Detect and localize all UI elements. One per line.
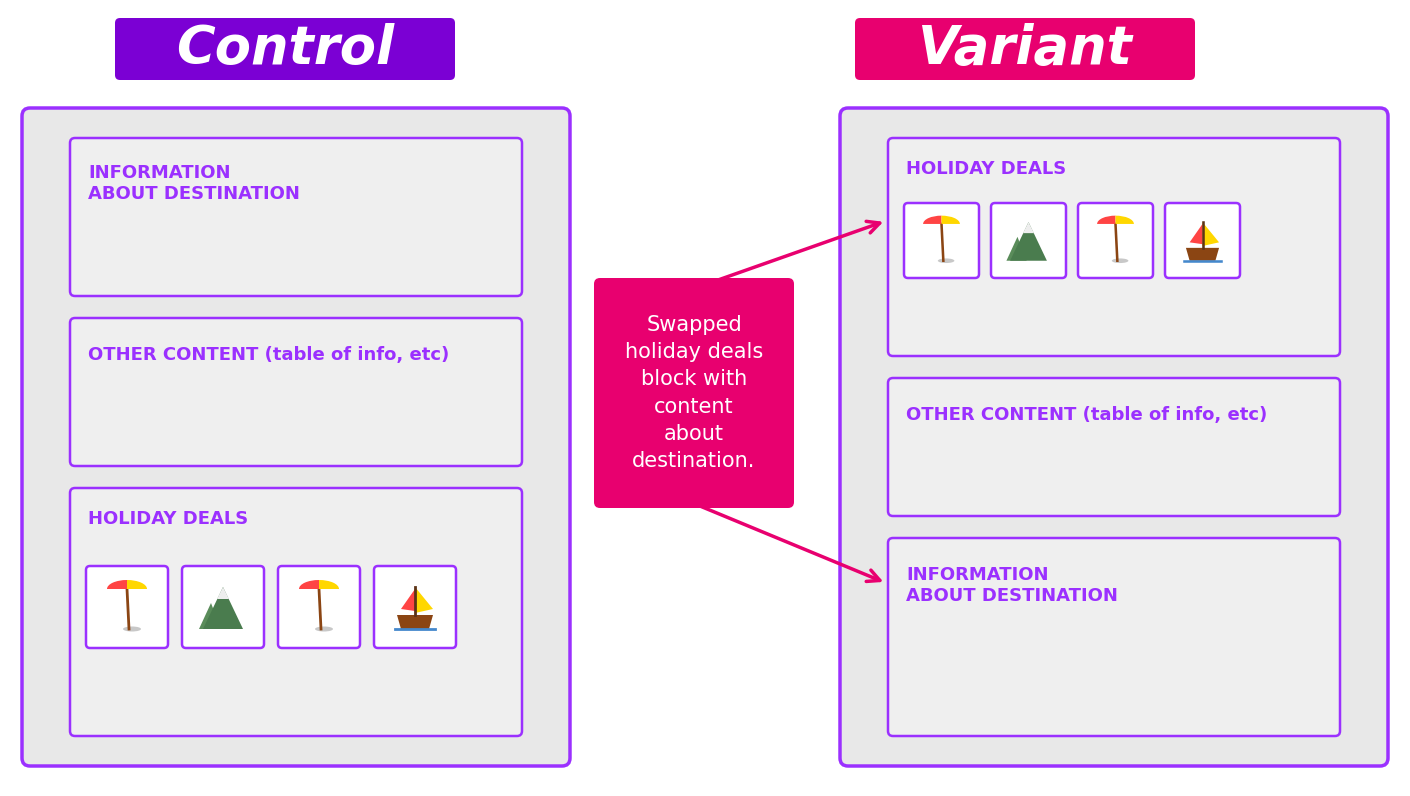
Polygon shape (415, 587, 433, 613)
FancyBboxPatch shape (70, 138, 522, 296)
FancyBboxPatch shape (904, 203, 979, 278)
Text: HOLIDAY DEALS: HOLIDAY DEALS (87, 510, 248, 528)
FancyBboxPatch shape (888, 138, 1340, 356)
FancyBboxPatch shape (594, 278, 794, 508)
Wedge shape (299, 580, 319, 589)
Polygon shape (1024, 222, 1034, 233)
FancyBboxPatch shape (1165, 203, 1239, 278)
FancyBboxPatch shape (116, 18, 455, 80)
Wedge shape (1097, 216, 1115, 224)
FancyBboxPatch shape (1079, 203, 1153, 278)
Wedge shape (924, 216, 942, 224)
Polygon shape (1007, 237, 1026, 261)
Polygon shape (1203, 222, 1220, 246)
FancyBboxPatch shape (70, 318, 522, 466)
Polygon shape (199, 603, 221, 629)
Ellipse shape (123, 626, 141, 631)
FancyBboxPatch shape (888, 378, 1340, 516)
Wedge shape (1115, 216, 1134, 224)
Ellipse shape (1112, 259, 1128, 263)
FancyBboxPatch shape (840, 108, 1387, 766)
FancyBboxPatch shape (278, 566, 360, 648)
FancyBboxPatch shape (888, 538, 1340, 736)
Polygon shape (400, 589, 415, 611)
FancyBboxPatch shape (991, 203, 1066, 278)
Wedge shape (942, 216, 960, 224)
FancyBboxPatch shape (374, 566, 455, 648)
FancyBboxPatch shape (70, 488, 522, 736)
Text: Control: Control (176, 23, 393, 75)
Ellipse shape (314, 626, 333, 631)
Text: OTHER CONTENT (table of info, etc): OTHER CONTENT (table of info, etc) (907, 406, 1268, 424)
Text: HOLIDAY DEALS: HOLIDAY DEALS (907, 160, 1066, 178)
Polygon shape (1186, 248, 1220, 261)
Polygon shape (398, 615, 433, 629)
FancyBboxPatch shape (854, 18, 1196, 80)
Polygon shape (217, 587, 228, 599)
Wedge shape (319, 580, 338, 589)
Text: Variant: Variant (918, 23, 1132, 75)
Ellipse shape (938, 259, 955, 263)
Text: OTHER CONTENT (table of info, etc): OTHER CONTENT (table of info, etc) (87, 346, 450, 364)
FancyBboxPatch shape (182, 566, 264, 648)
Wedge shape (127, 580, 147, 589)
Polygon shape (203, 587, 243, 629)
Text: Swapped
holiday deals
block with
content
about
destination.: Swapped holiday deals block with content… (625, 315, 763, 471)
Text: INFORMATION
ABOUT DESTINATION: INFORMATION ABOUT DESTINATION (907, 566, 1118, 605)
Text: INFORMATION
ABOUT DESTINATION: INFORMATION ABOUT DESTINATION (87, 164, 300, 203)
FancyBboxPatch shape (86, 566, 168, 648)
FancyBboxPatch shape (23, 108, 570, 766)
Polygon shape (1010, 222, 1046, 261)
Polygon shape (1190, 224, 1203, 244)
Wedge shape (107, 580, 127, 589)
